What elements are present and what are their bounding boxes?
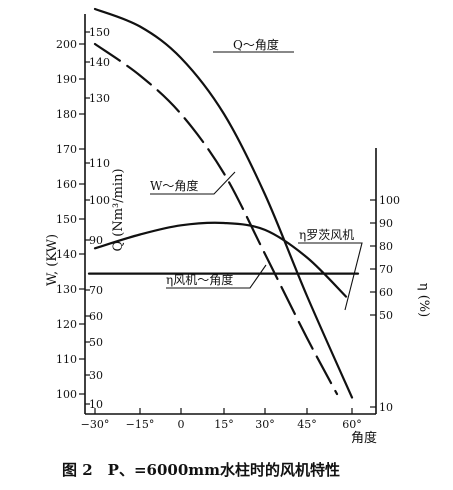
figure-caption: 图 2 P、=6000mm水柱时的风机特性 <box>62 461 340 479</box>
x-tick-label: 60° <box>342 418 362 431</box>
q-tick-label: 130 <box>89 92 110 105</box>
w-tick-label: 150 <box>56 213 77 226</box>
eta-tick-label: 100 <box>379 194 400 207</box>
q-tick-label: 100 <box>89 194 110 207</box>
w-tick-label: 110 <box>56 353 77 366</box>
q-tick-label: 30 <box>89 369 103 382</box>
eta-tick-label: 10 <box>379 401 393 414</box>
w-tick-label: 130 <box>56 283 77 296</box>
q-tick-label: 70 <box>89 284 103 297</box>
x-tick-label: 15° <box>214 418 234 431</box>
w-tick-label: 100 <box>56 388 77 401</box>
q-tick-label: 150 <box>89 26 110 39</box>
eta-axis-title: η (%) <box>416 283 431 317</box>
q-axis-title: Q (Nm³/min) <box>111 168 126 251</box>
eta-tick-label: 70 <box>379 263 393 276</box>
tick-marks <box>79 31 376 414</box>
x-tick-label: 45° <box>297 418 317 431</box>
eta-tick-label: 50 <box>379 309 393 322</box>
q-tick-label: 140 <box>89 56 110 69</box>
w-tick-label: 170 <box>56 143 77 156</box>
q-tick-label: 10 <box>89 398 103 411</box>
eta-tick-label: 90 <box>379 217 393 230</box>
w-tick-label: 200 <box>56 38 77 51</box>
leader-eta-roots <box>298 242 363 311</box>
x-axis-title: 角度 <box>351 430 377 446</box>
x-tick-label: −15° <box>126 418 155 431</box>
series-line-2 <box>93 221 348 298</box>
x-tick-label: 30° <box>255 418 275 431</box>
eta-tick-label: 60 <box>379 286 393 299</box>
q-tick-label: 110 <box>89 157 110 170</box>
q-tick-label: 60 <box>89 310 103 323</box>
series-curves <box>87 7 360 399</box>
series-label-eta-roots: η罗茨风机 <box>299 228 354 242</box>
w-tick-label: 190 <box>56 73 77 86</box>
series-label-q: Q～角度 <box>233 37 279 52</box>
leader-eta-fan <box>166 264 267 289</box>
q-tick-label: 90 <box>89 234 103 247</box>
series-label-w: W～角度 <box>150 178 198 193</box>
w-tick-label: 140 <box>56 248 77 261</box>
axes <box>84 14 377 415</box>
w-axis-title: W, (KW) <box>45 234 60 286</box>
chart-labels: W, (KW) Q (Nm³/min) η (%) 角度 Q～角度 W～角度 η… <box>45 26 431 479</box>
series-label-eta-fan: η风机～角度 <box>166 272 233 287</box>
x-tick-label: −30° <box>81 418 110 431</box>
leader-w <box>150 171 236 195</box>
w-tick-label: 160 <box>56 178 77 191</box>
x-tick-label: 0 <box>178 418 185 431</box>
series-line-1 <box>93 42 339 396</box>
series-line-0 <box>93 7 354 399</box>
eta-tick-label: 80 <box>379 240 393 253</box>
q-tick-label: 50 <box>89 336 103 349</box>
w-tick-label: 120 <box>56 318 77 331</box>
w-tick-label: 180 <box>56 108 77 121</box>
